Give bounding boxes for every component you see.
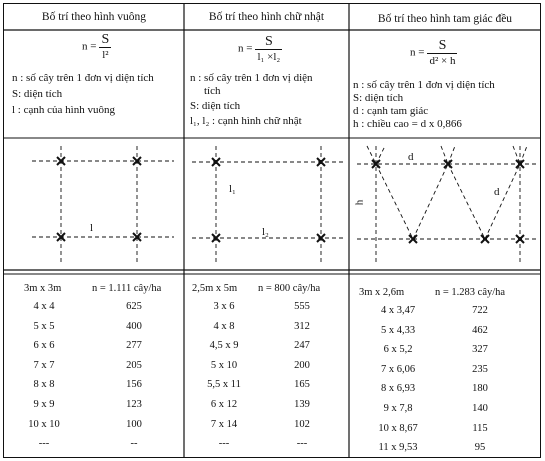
table-cell-spacing: 6 x 6 (33, 340, 55, 352)
table-cell-density: 102 (294, 418, 310, 430)
table-head-density: n = 800 cây/ha (258, 283, 321, 294)
table-head-spacing: 3m x 2,6m (359, 287, 405, 298)
table-cell-density: 327 (472, 344, 488, 356)
table-cell-density: 722 (472, 305, 488, 316)
table-cell-density: 235 (472, 363, 488, 375)
table-cell-spacing: --- (218, 438, 230, 450)
table-cell-spacing: 9 x 7,8 (383, 403, 413, 414)
table-cell-density: 165 (294, 379, 310, 391)
table-cell-density: 95 (474, 442, 486, 454)
rectangle-side-l2-label: l₂ (262, 226, 269, 238)
table-cell-density: 625 (126, 301, 142, 312)
table-cell-density: 205 (126, 359, 142, 371)
table-cell-density: 115 (472, 422, 488, 434)
table-cell-spacing: 11 x 9,53 (378, 442, 418, 454)
triangle-side-label-top: d (408, 151, 414, 163)
table-cell-spacing: 5 x 5 (33, 320, 55, 332)
table-cell-density: 156 (126, 379, 142, 391)
legend-square: n : số cây trên 1 đơn vị diện tích S: di… (12, 72, 154, 116)
rectangle-side-l1-label: l₁ (229, 183, 236, 195)
table-cell-spacing: 5,5 x 11 (207, 379, 241, 391)
table-cell-density: 312 (294, 320, 310, 332)
table-cell-spacing: 4,5 x 9 (209, 340, 239, 352)
square-density-table: 3m x 3m n = 1.111 cây/ha 4 x 4 625 5 x 5 40… (4, 274, 184, 458)
table-cell-density: 247 (294, 340, 310, 352)
table-cell-density: 180 (472, 383, 488, 395)
rectangle-layout-diagram (192, 146, 344, 264)
table-head-spacing: 2,5m x 5m (192, 283, 238, 294)
table-cell-spacing: 8 x 6,93 (380, 383, 416, 395)
legend-triangle: n : số cây trên 1 đơn vị diện tích S: di… (353, 79, 495, 130)
rectangle-density-table: 2,5m x 5m n = 800 cây/ha 3 x 6 555 4 x 8 31… (184, 274, 349, 458)
triangle-height-label: h (353, 199, 366, 206)
header-triangle: Bố trí theo hình tam giác đều (377, 13, 513, 25)
legend-rectangle: n : số cây trên 1 đơn vị diện tích S: di… (190, 72, 313, 127)
table-cell-spacing: 3 x 6 (213, 301, 235, 312)
table-cell-spacing: 4 x 4 (33, 301, 55, 312)
table-cell-density: 200 (294, 359, 310, 371)
table-cell-density: 123 (126, 399, 142, 410)
table-cell-spacing: 9 x 9 (33, 399, 55, 410)
header-rectangle: Bố trí theo hình chữ nhật (208, 11, 325, 23)
table-cell-density: 139 (294, 399, 310, 410)
table-cell-spacing: 5 x 4,33 (380, 324, 416, 336)
triangle-side-label-right: d (494, 186, 500, 198)
table-cell-spacing: 7 x 14 (210, 418, 238, 430)
table-head-density: n = 1.283 cây/ha (435, 287, 506, 298)
table-cell-spacing: 10 x 8,67 (378, 422, 418, 434)
table-head-density: n = 1.111 cây/ha (92, 283, 162, 294)
table-cell-spacing: --- (38, 438, 50, 450)
table-cell-spacing: 6 x 12 (210, 399, 238, 410)
table-cell-density: 462 (472, 324, 488, 336)
table-cell-density: -- (130, 438, 138, 450)
triangle-density-table: 3m x 2,6m n = 1.283 cây/ha 4 x 3,47 722 5 … (349, 274, 541, 458)
table-cell-spacing: 8 x 8 (33, 379, 55, 391)
table-head-spacing: 3m x 3m (24, 283, 62, 294)
table-cell-spacing: 5 x 10 (210, 359, 238, 371)
table-cell-density: 555 (294, 301, 310, 312)
triangle-layout-diagram (357, 145, 537, 263)
square-side-label: l (90, 222, 94, 234)
square-layout-diagram (32, 146, 174, 262)
table-cell-spacing: 10 x 10 (28, 418, 60, 430)
table-cell-spacing: 7 x 6,06 (380, 363, 416, 375)
table-cell-spacing: 6 x 5,2 (383, 344, 413, 356)
table-cell-density: 400 (126, 320, 142, 332)
table-cell-density: 140 (472, 403, 488, 414)
table-cell-density: 100 (126, 418, 142, 430)
table-cell-spacing: 7 x 7 (33, 359, 55, 371)
spacing-table-frame (3, 3, 541, 458)
table-cell-density: --- (296, 438, 308, 450)
header-square: Bố trí theo hình vuông (41, 11, 147, 23)
table-cell-density: 277 (126, 340, 142, 352)
table-cell-spacing: 4 x 8 (213, 320, 235, 332)
table-cell-spacing: 4 x 3,47 (380, 305, 416, 316)
